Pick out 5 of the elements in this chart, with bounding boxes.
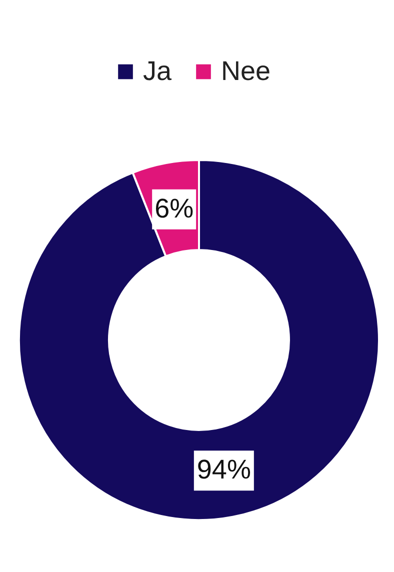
legend-label: Nee [221, 56, 271, 86]
data-label: 94% [196, 454, 251, 485]
donut-slice [18, 159, 380, 521]
data-label: 6% [154, 193, 194, 224]
legend-label: Ja [143, 56, 172, 86]
